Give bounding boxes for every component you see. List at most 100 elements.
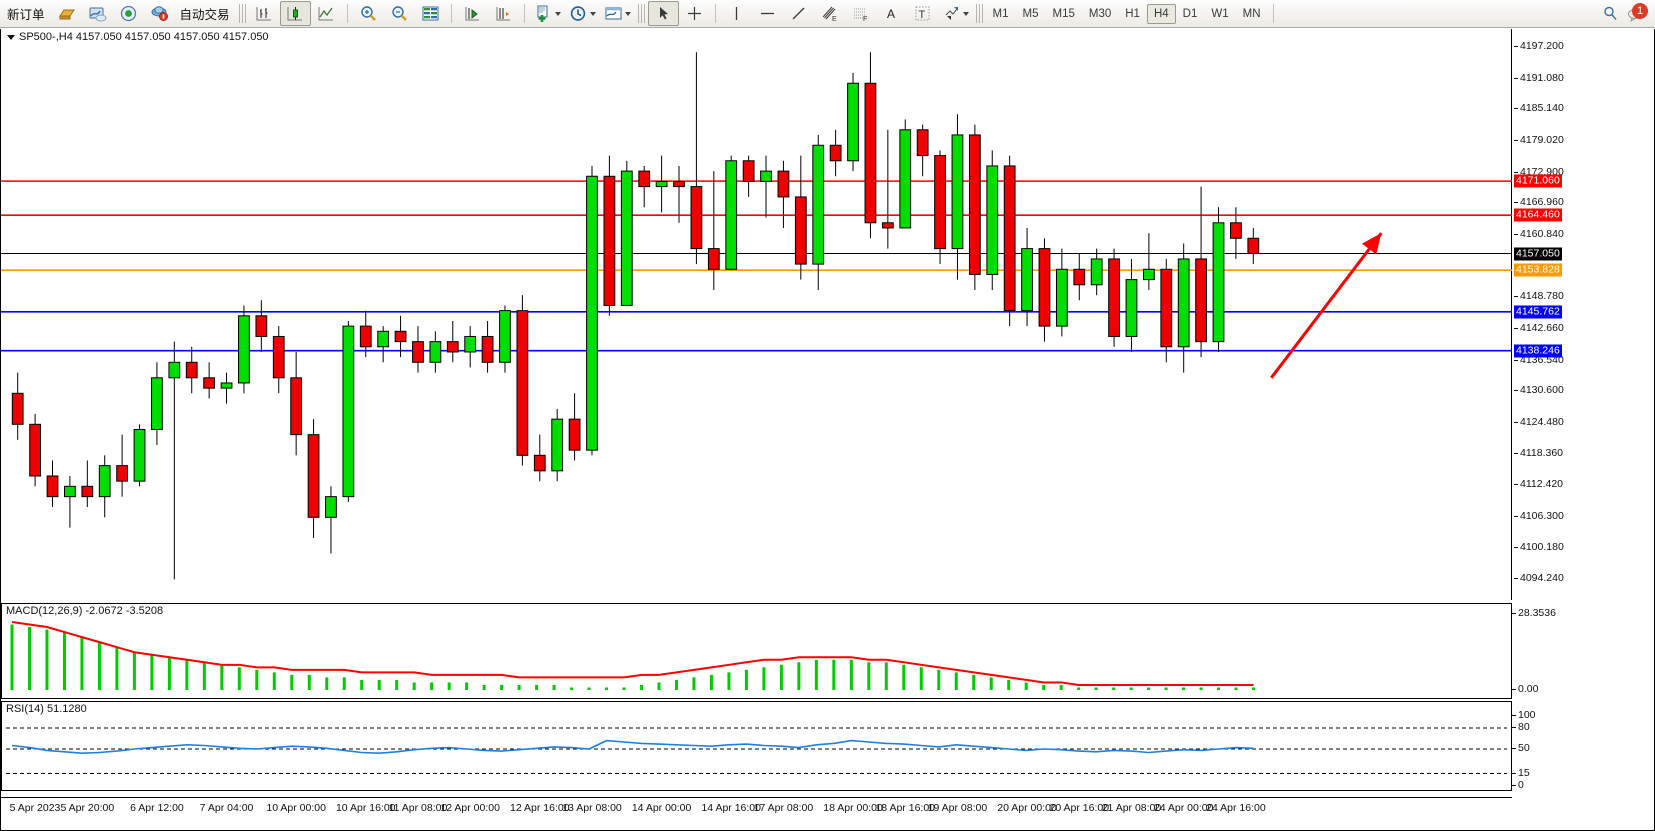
text-icon-glyph: A xyxy=(887,6,896,21)
templates-button[interactable] xyxy=(600,1,635,26)
price-panel[interactable] xyxy=(1,29,1512,600)
timeframe-m5[interactable]: M5 xyxy=(1022,7,1039,20)
macd-panel[interactable]: MACD(12,26,9) -2.0672 -3.5208 xyxy=(1,603,1512,699)
data-window-icon[interactable] xyxy=(415,1,446,26)
toolbar-divider-2 xyxy=(450,4,452,23)
fibonacci-icon[interactable]: F xyxy=(845,1,876,26)
rsi-tick: 15 xyxy=(1512,766,1530,779)
text-icon[interactable]: A xyxy=(876,1,907,26)
symbol-ohlc-label: SP500-,H4 4157.050 4157.050 4157.050 415… xyxy=(19,31,269,43)
time-axis[interactable]: 5 Apr 2023 5 Apr 20:00 6 Apr 12:00 7 Apr 04… xyxy=(1,797,1512,820)
new-order-label: 新订单 xyxy=(7,8,45,22)
timeframe-w1[interactable]: W1 xyxy=(1211,7,1229,20)
toolbar-separator-3 xyxy=(975,4,983,23)
shapes-icon[interactable] xyxy=(938,1,973,26)
chevron-down-icon[interactable] xyxy=(624,11,631,16)
search-icon[interactable] xyxy=(1602,5,1619,22)
price-tick: 4172.900 xyxy=(1514,165,1564,178)
chevron-down-icon[interactable] xyxy=(554,11,561,16)
timeframe-m15[interactable]: M15 xyxy=(1052,7,1075,20)
time-tick: 12 Apr 16:00 xyxy=(510,802,570,814)
timeframe-d1[interactable]: D1 xyxy=(1182,7,1198,20)
rsi-tick: 50 xyxy=(1512,742,1530,754)
auto-trading-button[interactable]: 自动交易 xyxy=(175,1,236,26)
time-tick: 24 Apr 00:00 xyxy=(1153,802,1214,814)
macd-tick: 0.00 xyxy=(1511,683,1539,695)
notification-icon[interactable]: 1 xyxy=(1627,3,1648,22)
time-tick: 17 Apr 08:00 xyxy=(753,802,814,814)
bar-chart-icon[interactable] xyxy=(249,1,280,26)
horizontal-line-icon[interactable] xyxy=(752,1,783,26)
toolbar-divider-3 xyxy=(523,4,525,23)
time-tick: 5 Apr 20:00 xyxy=(60,802,115,814)
candlestick-plot xyxy=(1,52,1512,580)
equidistant-channel-icon[interactable]: E xyxy=(814,1,845,26)
expert-advisor-icon[interactable] xyxy=(144,1,175,26)
timeframe-m1[interactable]: M1 xyxy=(992,7,1009,20)
price-tick: 4185.140 xyxy=(1514,102,1564,115)
price-level-tag[interactable]: 4138.246 xyxy=(1514,344,1562,358)
zoom-in-icon[interactable] xyxy=(353,1,384,26)
toolbar-divider xyxy=(346,4,348,23)
rsi-panel[interactable]: RSI(14) 51.1280 xyxy=(1,701,1512,791)
zoom-out-icon[interactable] xyxy=(384,1,415,26)
navigator-icon[interactable] xyxy=(113,1,144,26)
auto-trading-label: 自动交易 xyxy=(179,8,230,22)
candlestick-chart-icon[interactable] xyxy=(279,1,311,26)
time-tick: 19 Apr 08:00 xyxy=(927,802,988,814)
gold-bar-icon[interactable] xyxy=(51,1,82,26)
time-tick: 6 Apr 12:00 xyxy=(130,802,184,814)
crosshair-icon[interactable] xyxy=(679,1,710,26)
chevron-down-icon[interactable] xyxy=(7,34,15,40)
price-tick: 4094.240 xyxy=(1514,572,1564,585)
period-button[interactable] xyxy=(565,1,600,26)
rsi-plot xyxy=(6,727,1507,774)
price-tick: 4197.200 xyxy=(1514,40,1564,53)
auto-scroll-icon[interactable] xyxy=(457,1,488,26)
macd-plot xyxy=(10,621,1256,690)
line-chart-icon[interactable] xyxy=(311,1,342,26)
price-level-tag[interactable]: 4153.828 xyxy=(1514,263,1562,277)
cursor-icon[interactable] xyxy=(647,1,679,26)
chevron-down-icon[interactable] xyxy=(962,11,969,16)
notification-count-badge: 1 xyxy=(1632,3,1648,19)
price-level-tag[interactable]: 4145.762 xyxy=(1514,305,1562,319)
timeframe-m30[interactable]: M30 xyxy=(1088,7,1112,20)
toolbar-separator-2 xyxy=(637,4,645,23)
rsi-axis: 100 80 50 15 0 xyxy=(1512,701,1598,791)
time-tick: 24 Apr 16:00 xyxy=(1206,802,1266,814)
timeframe-h1[interactable]: H1 xyxy=(1125,7,1140,20)
indicators-button[interactable] xyxy=(530,1,565,26)
time-tick: 21 Apr 08:00 xyxy=(1101,802,1162,814)
price-level-tag[interactable]: 4164.460 xyxy=(1514,208,1562,222)
rsi-tick: 80 xyxy=(1512,721,1530,733)
price-level-tag[interactable]: 4171.060 xyxy=(1514,174,1562,188)
time-tick: 13 Apr 08:00 xyxy=(562,802,622,814)
timeframe-h4[interactable]: H4 xyxy=(1146,3,1176,24)
price-tick: 4142.660 xyxy=(1514,321,1564,334)
time-tick: 12 Apr 00:00 xyxy=(440,802,500,814)
chart-shift-icon[interactable] xyxy=(488,1,519,26)
toolbar-divider-4 xyxy=(714,4,716,23)
svg-text:F: F xyxy=(863,16,867,23)
vertical-line-icon[interactable] xyxy=(721,1,752,26)
time-tick: 5 Apr 2023 xyxy=(9,802,61,814)
time-tick: 14 Apr 00:00 xyxy=(631,802,692,814)
text-label-icon[interactable]: T xyxy=(907,1,938,26)
svg-text:T: T xyxy=(918,9,925,21)
time-tick: 20 Apr 16:00 xyxy=(1049,802,1110,814)
price-tick: 4112.420 xyxy=(1513,478,1564,491)
new-order-button[interactable]: 新订单 xyxy=(2,1,51,26)
time-tick: 18 Apr 00:00 xyxy=(823,802,883,814)
macd-tick: 28.3536 xyxy=(1512,607,1556,619)
trendline-icon[interactable] xyxy=(783,1,814,26)
time-tick: 10 Apr 16:00 xyxy=(335,802,396,814)
rsi-label: RSI(14) 51.1280 xyxy=(6,703,87,715)
price-tick: 4124.480 xyxy=(1514,415,1564,428)
price-axis[interactable]: 4197.200 4191.080 4185.140 4179.020 4172.900… xyxy=(1512,29,1598,600)
timeframe-mn[interactable]: MN xyxy=(1242,7,1261,20)
market-watch-icon[interactable] xyxy=(82,1,113,26)
chart-area[interactable]: SP500-,H4 4157.050 4157.050 4157.050 415… xyxy=(0,29,1655,831)
price-level-tag[interactable]: 4157.050 xyxy=(1514,247,1562,261)
chevron-down-icon[interactable] xyxy=(589,11,596,16)
